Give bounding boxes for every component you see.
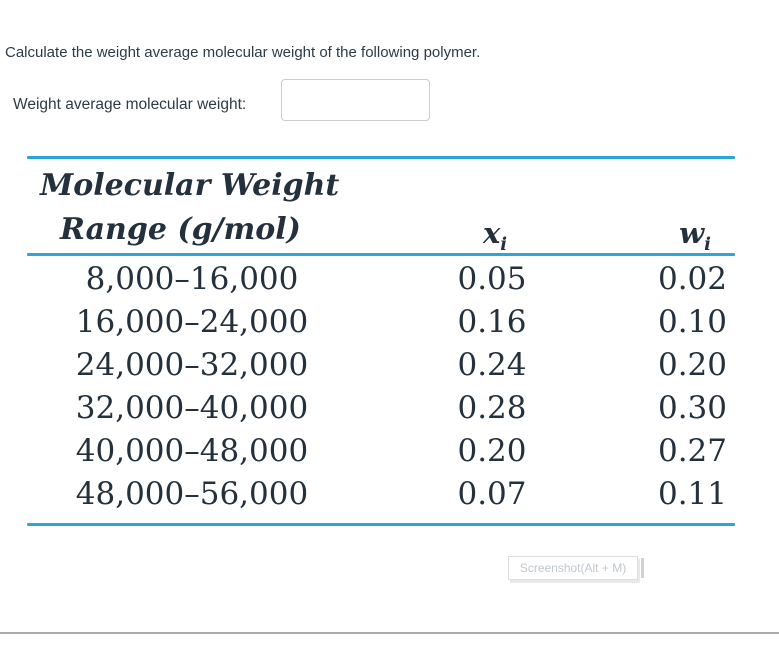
table-header-range-line2: Range (g/mol) (60, 212, 301, 247)
table-bottom-rule (27, 523, 735, 526)
cell-wi: 0.30 (657, 390, 727, 426)
cell-wi: 0.11 (657, 476, 727, 512)
cell-wi: 0.20 (657, 347, 727, 383)
table-header-xi: xi (482, 216, 508, 255)
cell-xi: 0.24 (457, 347, 527, 383)
screenshot-tooltip[interactable]: Screenshot(Alt + M) (508, 556, 638, 580)
cell-xi: 0.20 (457, 433, 527, 469)
cell-range: 16,000–24,000 (75, 304, 309, 340)
table-header-range-line1: Molecular Weight (40, 168, 340, 203)
table-header-rule (27, 253, 735, 256)
cell-range: 24,000–32,000 (75, 347, 309, 383)
question-text: Calculate the weight average molecular w… (5, 44, 481, 61)
table-row: 48,000–56,000 0.07 0.11 (27, 473, 735, 516)
cell-xi: 0.28 (457, 390, 527, 426)
table-header-wi: wi (679, 216, 711, 255)
cell-wi: 0.02 (657, 261, 727, 297)
table-header-range: Molecular Weight Range (g/mol) (40, 164, 339, 252)
cell-xi: 0.05 (457, 261, 527, 297)
answer-input[interactable] (281, 79, 430, 121)
tooltip-caret (641, 558, 644, 578)
cell-range: 48,000–56,000 (75, 476, 309, 512)
bottom-divider (0, 632, 779, 634)
table-row: 16,000–24,000 0.16 0.10 (27, 301, 735, 344)
cell-wi: 0.10 (657, 304, 727, 340)
cell-xi: 0.07 (457, 476, 527, 512)
table-row: 40,000–48,000 0.20 0.27 (27, 430, 735, 473)
answer-label: Weight average molecular weight: (13, 96, 247, 113)
table-row: 8,000–16,000 0.05 0.02 (27, 258, 735, 301)
cell-range: 8,000–16,000 (85, 261, 299, 297)
table-row: 24,000–32,000 0.24 0.20 (27, 344, 735, 387)
cell-range: 40,000–48,000 (75, 433, 309, 469)
table-rows: 8,000–16,000 0.05 0.02 16,000–24,000 0.1… (27, 258, 735, 516)
molecular-weight-table: Molecular Weight Range (g/mol) xi wi 8,0… (0, 140, 779, 545)
cell-xi: 0.16 (457, 304, 527, 340)
table-top-rule (27, 156, 735, 159)
cell-wi: 0.27 (657, 433, 727, 469)
cell-range: 32,000–40,000 (75, 390, 309, 426)
table-row: 32,000–40,000 0.28 0.30 (27, 387, 735, 430)
